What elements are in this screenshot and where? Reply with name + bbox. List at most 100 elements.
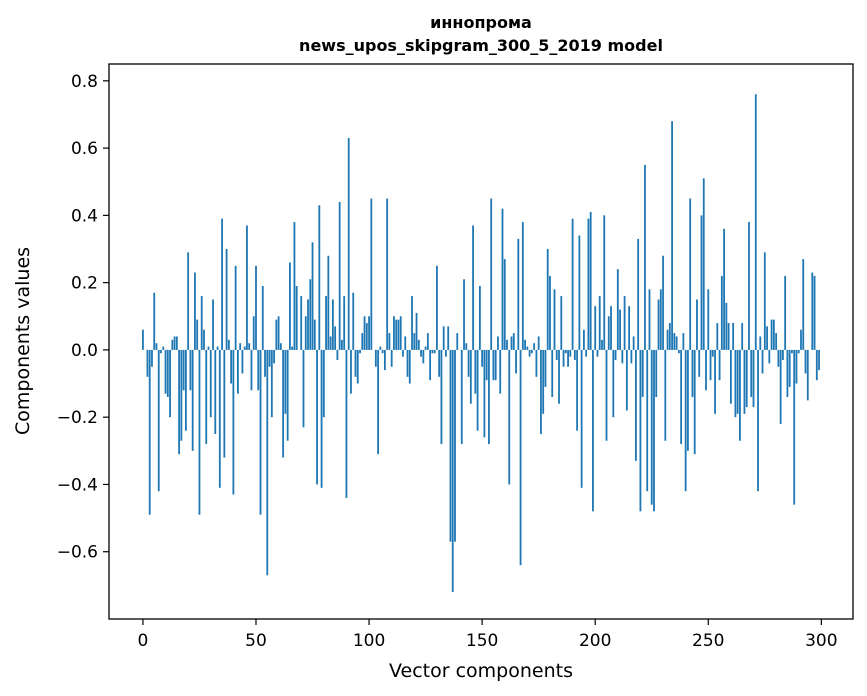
- bar: [793, 349, 796, 505]
- bar: [772, 319, 775, 350]
- x-tick-label: 100: [353, 631, 385, 651]
- bar: [227, 339, 230, 350]
- bar: [519, 349, 522, 566]
- bar: [530, 349, 533, 354]
- bar: [454, 349, 456, 542]
- bar: [234, 265, 237, 350]
- bar: [157, 349, 160, 492]
- bar: [374, 349, 377, 367]
- bar: [610, 306, 612, 350]
- bar: [146, 349, 149, 377]
- bar: [218, 349, 221, 488]
- bar: [155, 343, 158, 350]
- bar: [175, 336, 178, 350]
- bar: [347, 138, 350, 350]
- bar: [544, 349, 547, 387]
- bar: [447, 326, 450, 350]
- bar: [413, 333, 416, 350]
- bar: [687, 349, 689, 451]
- bar: [623, 296, 626, 350]
- bar: [684, 349, 687, 492]
- bar: [795, 349, 798, 384]
- bar: [370, 198, 373, 350]
- bar: [232, 349, 235, 495]
- bar: [318, 205, 321, 350]
- bar: [777, 349, 780, 367]
- bar: [549, 275, 551, 350]
- bar: [707, 289, 710, 350]
- bar: [671, 121, 673, 350]
- bar: [368, 316, 370, 350]
- bar: [729, 349, 732, 404]
- bar: [142, 329, 144, 350]
- bar: [426, 333, 429, 350]
- bar: [404, 336, 407, 350]
- bar: [268, 349, 271, 367]
- bar: [397, 319, 400, 350]
- bar: [653, 349, 655, 512]
- bar: [763, 252, 766, 350]
- bar: [151, 349, 153, 367]
- bar: [619, 309, 621, 350]
- bar: [189, 349, 192, 391]
- bar: [449, 349, 452, 542]
- bar: [248, 343, 251, 350]
- bar: [467, 349, 470, 377]
- bar: [567, 349, 569, 367]
- bar: [180, 349, 183, 441]
- bar: [182, 349, 185, 391]
- bar: [356, 349, 359, 384]
- y-tick-label: 0.6: [71, 139, 98, 159]
- bar: [564, 349, 567, 354]
- bar: [207, 346, 210, 350]
- bar: [605, 349, 608, 441]
- bar: [625, 349, 628, 411]
- x-tick-label: 200: [579, 631, 611, 651]
- bar: [166, 349, 169, 397]
- bar: [558, 349, 560, 404]
- bar: [488, 349, 490, 445]
- bar: [781, 349, 784, 360]
- bar: [196, 319, 199, 350]
- bar: [596, 349, 599, 357]
- bar: [594, 306, 597, 350]
- bar: [411, 296, 413, 350]
- bar: [725, 302, 728, 350]
- bar: [264, 349, 266, 377]
- bar: [675, 336, 678, 350]
- bar: [420, 349, 422, 357]
- bar: [469, 349, 472, 404]
- bar: [576, 349, 579, 431]
- x-tick-label: 0: [138, 631, 149, 651]
- bar: [309, 279, 312, 350]
- bar: [571, 218, 574, 350]
- bar: [259, 349, 262, 515]
- bar: [402, 349, 404, 357]
- bar: [497, 336, 499, 350]
- bar: [311, 242, 314, 350]
- bar: [408, 349, 411, 384]
- y-tick-label: −0.2: [57, 408, 98, 428]
- bar: [750, 349, 753, 397]
- bar: [198, 349, 201, 515]
- bar: [657, 299, 660, 350]
- bar: [551, 349, 554, 397]
- bar: [302, 349, 305, 428]
- bar: [517, 238, 520, 350]
- bar: [354, 349, 357, 377]
- bar: [578, 235, 581, 350]
- bar: [714, 349, 716, 414]
- bar: [691, 349, 694, 397]
- bar: [230, 349, 233, 384]
- bar: [164, 349, 167, 394]
- bar: [485, 349, 488, 381]
- bar: [761, 349, 764, 374]
- bar: [289, 262, 291, 350]
- bar: [424, 346, 427, 350]
- bar: [275, 319, 278, 350]
- bar: [293, 222, 296, 350]
- bar: [718, 349, 721, 381]
- bar: [788, 349, 791, 387]
